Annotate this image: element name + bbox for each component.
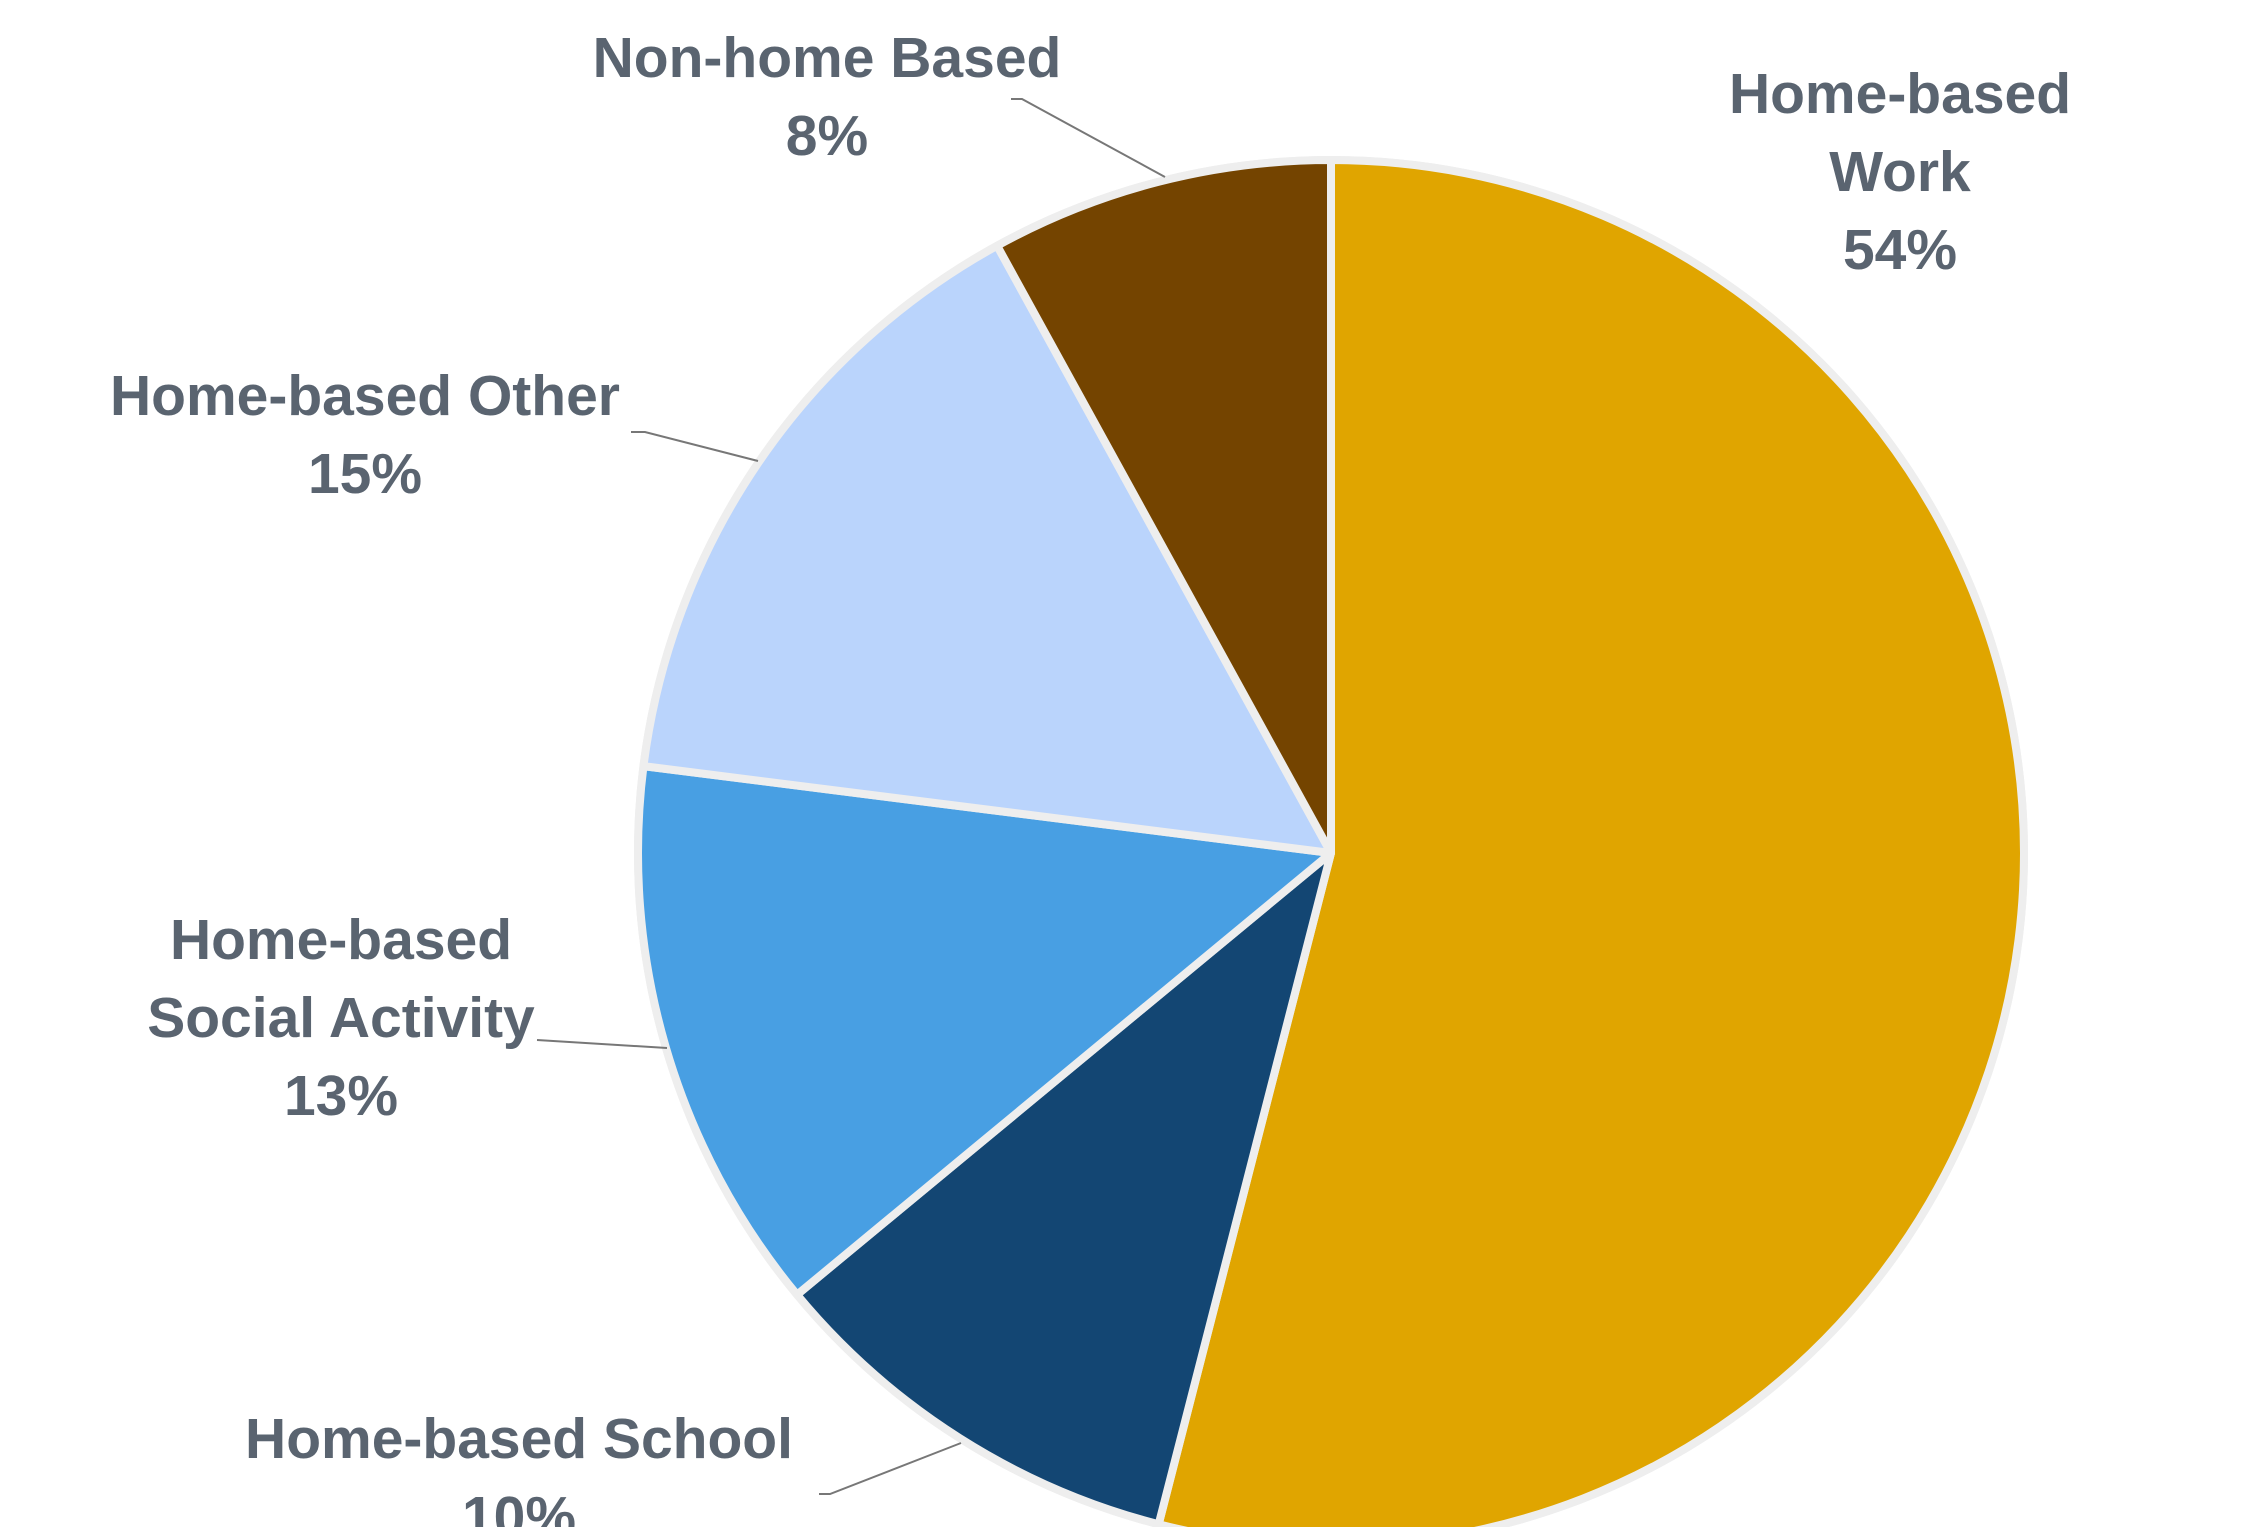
slice-label: Home-based Social Activity 13% [111,901,571,1135]
leader-line [819,1442,962,1495]
value-label: 54% [1842,218,1958,282]
slice-label: Non-home Based 8% [593,19,1062,175]
pie-slice [639,241,1335,857]
pie-slice [993,156,1335,857]
value-label: 13% [283,1064,399,1128]
leader-line [1011,98,1166,178]
pie-slice [1154,156,2028,1527]
slice-label: Home-based Work 54% [1723,55,2078,289]
category-label: Non-home Based [592,26,1062,90]
value-label: 10% [461,1485,577,1527]
category-label: Home-based Work [1728,62,2072,204]
slice-label: Home-based School 10% [245,1400,793,1527]
value-label: 15% [307,442,423,506]
value-label: 8% [785,104,869,168]
leader-line [631,431,759,462]
category-label: Home-based School [245,1407,793,1471]
slice-label: Home-based Other 15% [110,357,620,513]
pie-slice [634,762,1335,1299]
category-label: Home-based Social Activity [147,908,535,1050]
leader-line [536,1039,668,1049]
pie-slice [793,849,1335,1527]
category-label: Home-based Other [110,364,620,428]
